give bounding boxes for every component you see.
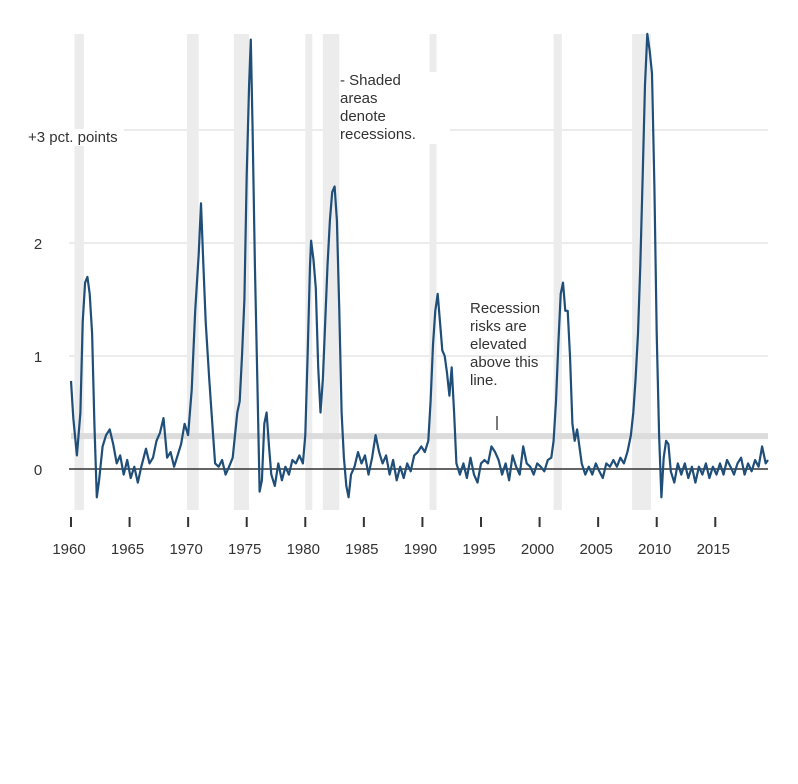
grid-lines	[69, 129, 768, 357]
x-tick-label: 1995	[462, 541, 495, 558]
data-series	[69, 32, 769, 499]
x-tick-label: 1990	[404, 541, 437, 558]
recession-band	[322, 34, 340, 510]
series-line	[69, 32, 769, 499]
x-tick-label: 1960	[52, 541, 85, 558]
x-tick-label: 1965	[111, 541, 144, 558]
x-tick-label: 2000	[521, 541, 554, 558]
x-tick-label: 1985	[345, 541, 378, 558]
recession-band	[186, 34, 199, 510]
recession-band	[632, 34, 651, 510]
x-axis-ticks: 1960 1965 1970 1975 1980 1985 1990 1995 2000 2005…	[52, 517, 730, 558]
x-tick-label: 1975	[228, 541, 261, 558]
y-tick-label: 0	[34, 462, 42, 479]
recession-band	[553, 34, 562, 510]
recession-risk-note: Recession risks are elevated above this …	[470, 300, 541, 389]
recession-band	[233, 34, 250, 510]
y-axis-unit-label: +3 pct. points	[28, 129, 124, 146]
threshold-band	[71, 433, 768, 440]
threshold-line	[71, 433, 768, 440]
x-tick-label: 2005	[579, 541, 612, 558]
y-axis-ticks: 0 1 2	[34, 236, 42, 479]
x-tick-label: 1970	[169, 541, 202, 558]
y-tick-label: 2	[34, 236, 42, 253]
recession-band	[429, 34, 437, 510]
x-tick-label: 1980	[287, 541, 320, 558]
x-tick-label: 2015	[697, 541, 730, 558]
recession-band	[74, 34, 84, 510]
x-tick-label: 2010	[638, 541, 671, 558]
recession-shading-note: - Shaded areas denote recessions.	[340, 72, 450, 144]
y-tick-label: 1	[34, 349, 42, 366]
